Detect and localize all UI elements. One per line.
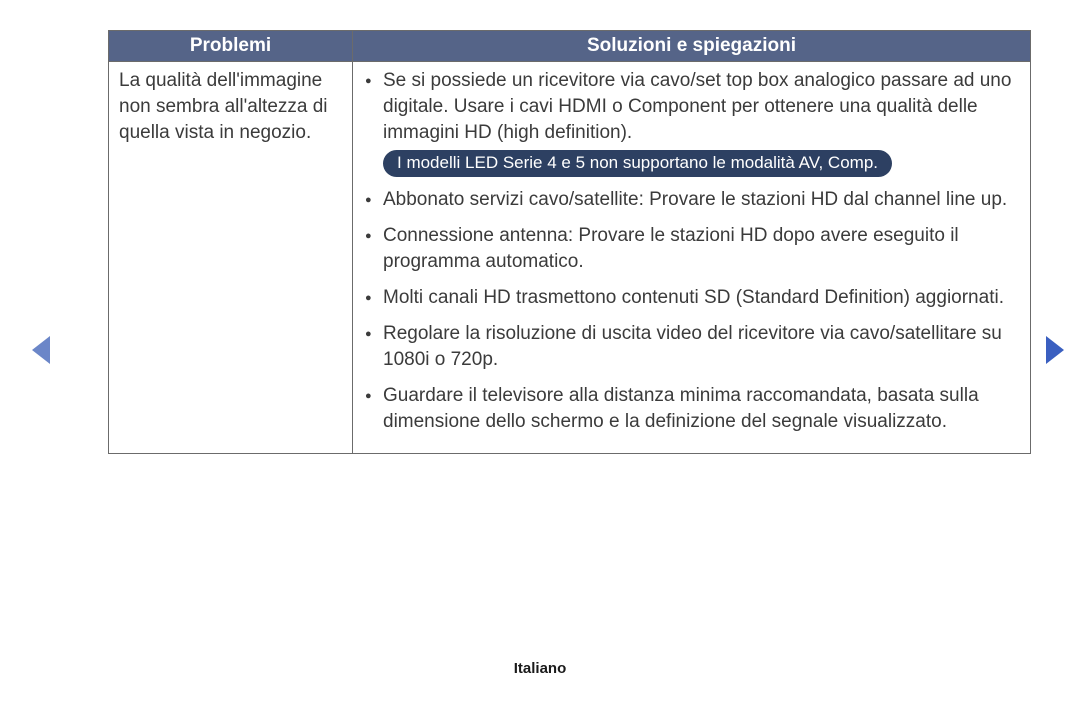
next-page-arrow-icon[interactable] (1046, 336, 1064, 364)
solution-item: Se si possiede un ricevitore via cavo/se… (381, 68, 1020, 177)
solution-text: Se si possiede un ricevitore via cavo/se… (383, 70, 1011, 143)
solution-text: Molti canali HD trasmettono contenuti SD… (383, 287, 1004, 308)
solution-text: Connessione antenna: Provare le stazioni… (383, 225, 959, 272)
col-header-problem: Problemi (109, 31, 353, 62)
solution-item: Connessione antenna: Provare le stazioni… (381, 223, 1020, 275)
solution-item: Regolare la risoluzione di uscita video … (381, 321, 1020, 373)
solution-list: Se si possiede un ricevitore via cavo/se… (363, 68, 1020, 435)
manual-page: Problemi Soluzioni e spiegazioni La qual… (0, 0, 1080, 705)
solution-item: Molti canali HD trasmettono contenuti SD… (381, 285, 1020, 311)
troubleshoot-table: Problemi Soluzioni e spiegazioni La qual… (108, 30, 1031, 454)
footer-language: Italiano (0, 660, 1080, 677)
solution-item: Guardare il televisore alla distanza min… (381, 383, 1020, 435)
table-row: La qualità dell'immagine non sembra all'… (109, 62, 1031, 454)
note-pill: I modelli LED Serie 4 e 5 non supportano… (383, 150, 892, 177)
solution-cell: Se si possiede un ricevitore via cavo/se… (353, 62, 1031, 454)
solution-text: Abbonato servizi cavo/satellite: Provare… (383, 189, 1007, 210)
solution-item: Abbonato servizi cavo/satellite: Provare… (381, 187, 1020, 213)
table-header-row: Problemi Soluzioni e spiegazioni (109, 31, 1031, 62)
col-header-solution: Soluzioni e spiegazioni (353, 31, 1031, 62)
solution-text: Guardare il televisore alla distanza min… (383, 385, 979, 432)
problem-cell: La qualità dell'immagine non sembra all'… (109, 62, 353, 454)
solution-text: Regolare la risoluzione di uscita video … (383, 323, 1002, 370)
prev-page-arrow-icon[interactable] (32, 336, 50, 364)
